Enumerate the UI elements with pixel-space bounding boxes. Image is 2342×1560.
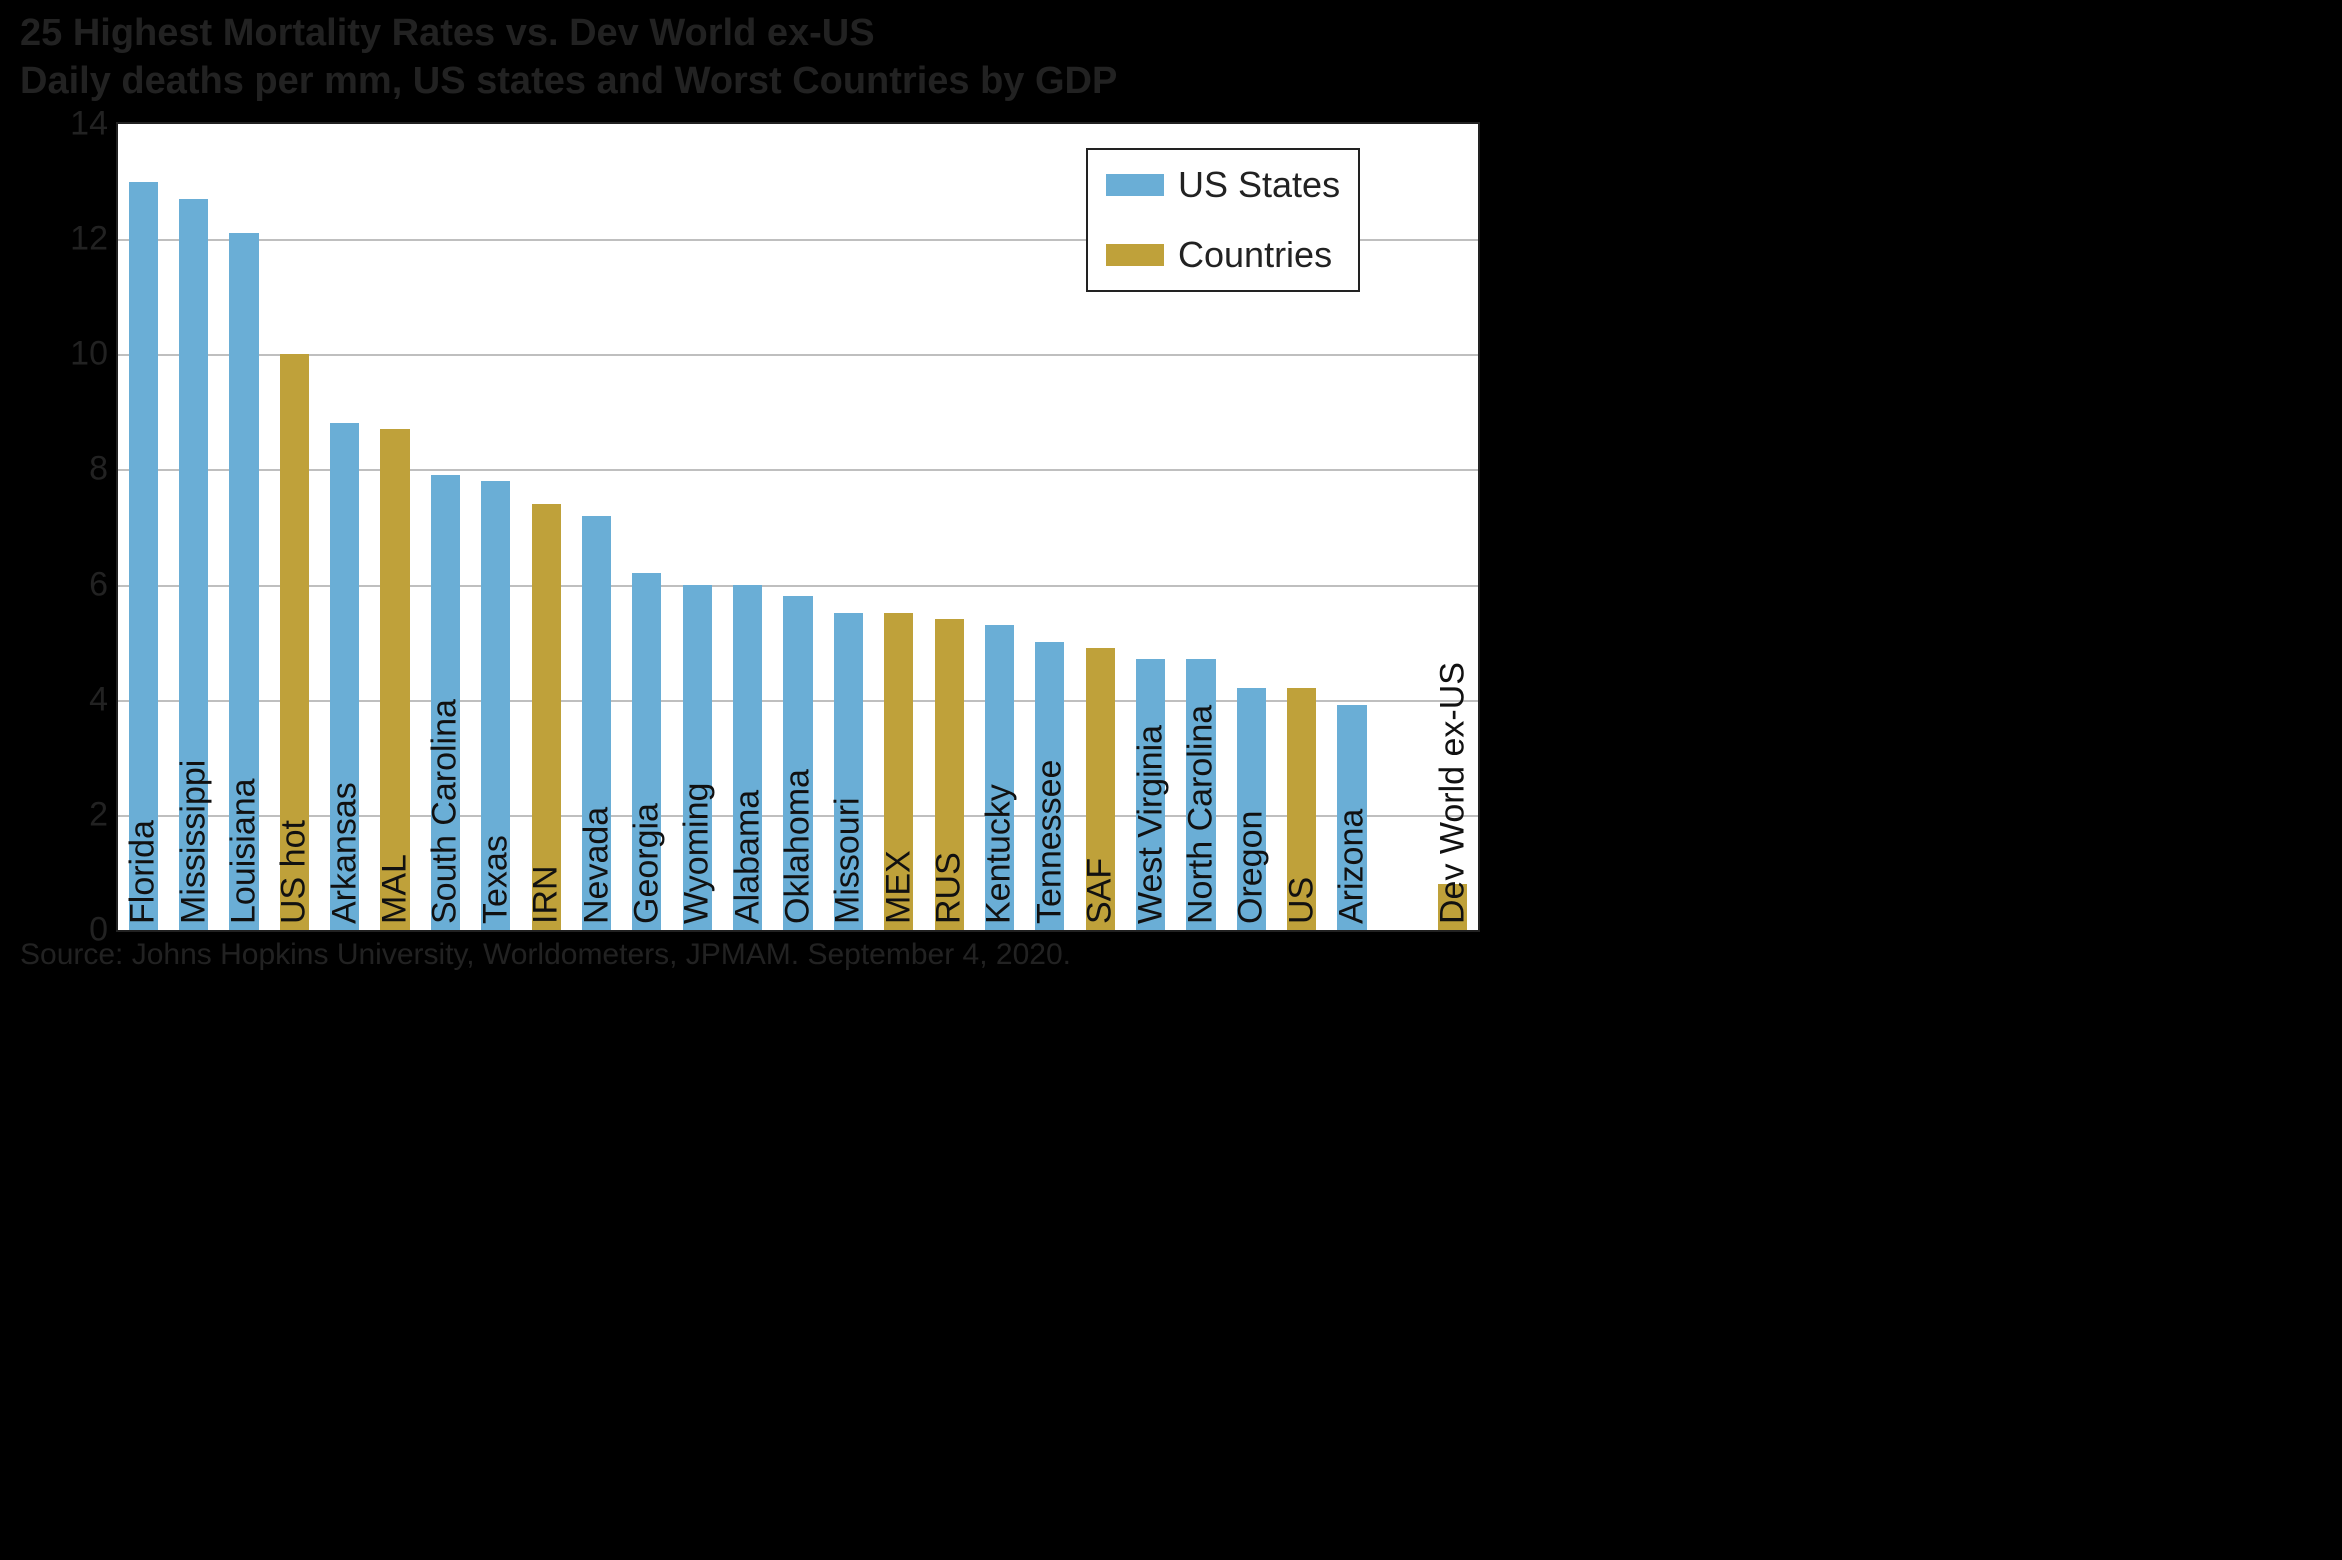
bar: Oregon [1237, 688, 1266, 930]
bar: Arizona [1337, 705, 1366, 930]
bar-label: RUS [930, 852, 969, 924]
chart-title: 25 Highest Mortality Rates vs. Dev World… [20, 10, 1486, 105]
bar: South Carolina [431, 475, 460, 930]
bar-label: MEX [879, 850, 918, 924]
bar-label: Missouri [829, 797, 868, 924]
bar-label: Wyoming [678, 783, 717, 924]
legend-item: US States [1106, 164, 1340, 206]
bar: IRN [532, 504, 561, 930]
y-tick-label: 6 [89, 565, 118, 604]
bar-label: US hot [275, 820, 314, 924]
bar-label: US [1282, 877, 1321, 924]
bar: Louisiana [229, 233, 258, 930]
bar: RUS [935, 619, 964, 930]
legend-swatch [1106, 174, 1164, 196]
y-tick-label: 14 [70, 105, 118, 144]
plot-area: 02468101214 FloridaMississippiLouisianaU… [116, 122, 1480, 932]
bar: US [1287, 688, 1316, 930]
y-tick-label: 8 [89, 450, 118, 489]
bar-label: Mississippi [174, 760, 213, 924]
legend-label: US States [1178, 164, 1340, 206]
title-line-2: Daily deaths per mm, US states and Worst… [20, 58, 1486, 106]
bar: Kentucky [985, 625, 1014, 930]
bar-label: Dev World ex-US [1433, 662, 1472, 924]
title-line-1: 25 Highest Mortality Rates vs. Dev World… [20, 10, 1486, 58]
bar-label: Nevada [577, 807, 616, 924]
mortality-chart: 25 Highest Mortality Rates vs. Dev World… [20, 10, 1486, 984]
bar: SAF [1086, 648, 1115, 930]
bar-label: North Carolina [1181, 705, 1220, 924]
chart-legend: US States Countries [1086, 148, 1360, 292]
bar: Dev World ex-US [1438, 884, 1467, 930]
y-tick-label: 12 [70, 220, 118, 259]
bar: Mississippi [179, 199, 208, 930]
chart-source: Source: Johns Hopkins University, Worldo… [20, 938, 1071, 972]
bar-label: Louisiana [224, 778, 263, 924]
bar-label: Kentucky [980, 784, 1019, 924]
bar-label: Oregon [1232, 811, 1271, 924]
legend-swatch [1106, 244, 1164, 266]
bar-label: West Virginia [1131, 725, 1170, 924]
bar: Wyoming [683, 585, 712, 930]
bar-label: Tennessee [1030, 760, 1069, 924]
bar: MEX [884, 613, 913, 930]
bar-label: Arizona [1333, 809, 1372, 924]
y-tick-label: 10 [70, 335, 118, 374]
bar: Missouri [834, 613, 863, 930]
bar: North Carolina [1186, 659, 1215, 930]
bar-label: South Carolina [426, 699, 465, 924]
legend-label: Countries [1178, 234, 1332, 276]
bar-label: MAL [376, 854, 415, 924]
bar: US hot [280, 354, 309, 930]
bar: Oklahoma [783, 596, 812, 930]
bar: Texas [481, 481, 510, 930]
bar-label: Florida [124, 820, 163, 924]
bar: West Virginia [1136, 659, 1165, 930]
bar-label: Georgia [627, 803, 666, 924]
bar: MAL [380, 429, 409, 930]
bar-label: Alabama [728, 790, 767, 924]
bar-label: SAF [1081, 858, 1120, 924]
bar: Arkansas [330, 423, 359, 930]
bar: Nevada [582, 516, 611, 931]
bar-label: IRN [527, 865, 566, 924]
y-tick-label: 2 [89, 795, 118, 834]
bar: Alabama [733, 585, 762, 930]
y-tick-label: 4 [89, 680, 118, 719]
bar-label: Arkansas [325, 782, 364, 924]
legend-item: Countries [1106, 234, 1340, 276]
bar-label: Texas [476, 835, 515, 924]
bar: Tennessee [1035, 642, 1064, 930]
bar: Georgia [632, 573, 661, 930]
bar-label: Oklahoma [778, 769, 817, 924]
bar: Florida [129, 182, 158, 930]
